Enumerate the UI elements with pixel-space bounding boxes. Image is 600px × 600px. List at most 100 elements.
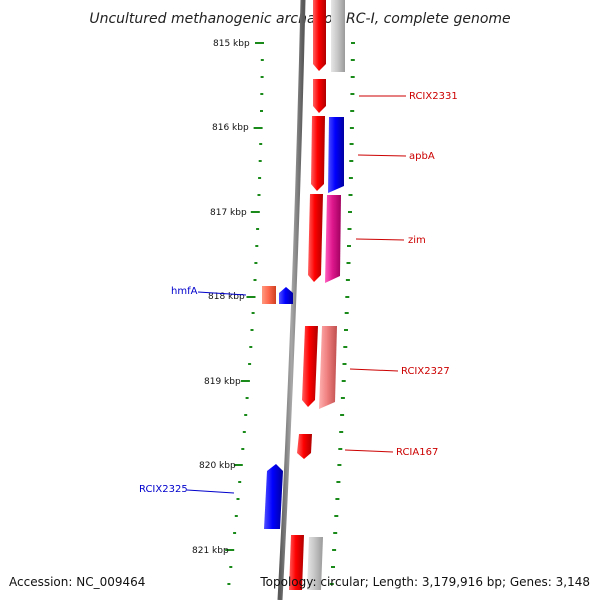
minor-tick [345,296,350,298]
minor-tick [347,228,352,230]
scale-label-818: 818 kbp [208,292,245,302]
scale-label-817: 817 kbp [210,208,247,218]
minor-tick [258,160,262,162]
minor-tick [258,177,262,179]
minor-tick [260,110,263,112]
label-leader [197,291,247,296]
major-tick [250,211,260,213]
minor-tick [250,329,254,331]
minor-tick [350,93,355,95]
minor-tick [350,59,355,61]
minor-tick [335,498,340,500]
major-tick [233,464,243,466]
minor-tick [236,498,240,500]
gene-block-apba[interactable] [328,117,344,193]
minor-tick [255,245,259,247]
minor-tick [333,532,338,534]
scale-label-820: 820 kbp [199,461,236,471]
major-tick [246,296,256,298]
minor-tick [260,93,264,95]
minor-tick [249,346,253,348]
minor-tick [233,532,237,534]
minor-tick [348,194,353,196]
gene-arrow-rcix2327[interactable] [302,326,318,407]
minor-tick [256,228,260,230]
label-leader [186,489,235,494]
minor-tick [238,481,242,483]
gene-arrow-zim[interactable] [308,194,323,282]
minor-tick [253,279,257,281]
major-tick [253,127,263,129]
minor-tick [340,397,345,399]
minor-tick [341,380,346,382]
minor-tick [342,363,347,365]
gene-arrow-apba[interactable] [311,116,325,191]
minor-tick [260,76,264,78]
scale-label-816: 816 kbp [212,123,249,133]
gene-block[interactable] [331,0,345,72]
major-tick [240,380,250,382]
minor-tick [346,262,351,264]
gene-arrow[interactable] [289,535,304,590]
minor-tick [234,515,238,517]
gene-label-hmfa[interactable]: hmfA [171,286,198,297]
major-tick [225,549,235,551]
scale-label-815: 815 kbp [213,39,250,49]
gene-label-rcix2325[interactable]: RCIX2325 [139,484,188,495]
minor-tick [340,414,345,416]
gene-label-rcia167[interactable]: RCIA167 [396,447,438,458]
minor-tick [251,312,255,314]
left-labels: hmfA RCIX2325 [139,286,247,495]
outer-track [307,0,345,590]
gene-block-hmfa[interactable] [262,286,276,304]
gene-block-rcix2327[interactable] [319,326,337,409]
minor-tick [329,583,334,585]
label-leader [357,154,407,157]
minor-tick [334,515,339,517]
gene-label-rcix2331[interactable]: RCIX2331 [409,91,458,102]
minor-tick [347,245,351,247]
minor-tick [260,59,264,61]
gene-label-apba[interactable]: apbA [409,151,435,162]
minor-tick [242,431,246,433]
map-title: Uncultured methanogenic archaeon RC-I, c… [89,11,510,27]
label-leader [355,238,405,241]
minor-tick [259,143,263,145]
minor-tick [245,397,249,399]
gene-arrow-rcix2325[interactable] [264,464,283,529]
accession-text: Accession: NC_009464 [9,575,145,589]
label-leader [349,368,399,372]
minor-tick [348,211,352,213]
gene-label-rcix2327[interactable]: RCIX2327 [401,366,450,377]
major-tick [255,42,264,44]
minor-tick [229,566,233,568]
topology-text: Topology: circular; Length: 3,179,916 bp… [259,575,590,589]
scale-label-821: 821 kbp [192,546,229,556]
minor-tick [351,42,355,44]
gene-arrow-rcix2331[interactable] [313,79,326,113]
left-track [262,286,293,529]
minor-tick [244,414,248,416]
right-labels: RCIX2331 apbA zim RCIX2327 RCIA167 [344,91,458,458]
minor-tick [348,177,353,179]
minor-tick [349,143,354,145]
minor-tick [248,363,252,365]
gene-block-zim[interactable] [325,195,341,283]
scale-labels: 815 kbp 816 kbp 817 kbp 818 kbp 819 kbp … [192,39,250,556]
gene-arrow-hmfa[interactable] [279,287,293,304]
gene-label-zim[interactable]: zim [408,235,426,246]
gene-arrow[interactable] [313,0,326,71]
minor-tick [257,194,261,196]
minor-tick [350,76,355,78]
genome-backbone [277,0,306,600]
tick-marks [225,42,355,585]
minor-tick [349,127,354,129]
gene-block[interactable] [307,537,323,590]
gene-arrow-rcia167[interactable] [297,434,312,459]
minor-tick [332,549,337,551]
minor-tick [254,262,258,264]
minor-tick [336,481,341,483]
minor-tick [331,566,335,568]
minor-tick [349,160,354,162]
